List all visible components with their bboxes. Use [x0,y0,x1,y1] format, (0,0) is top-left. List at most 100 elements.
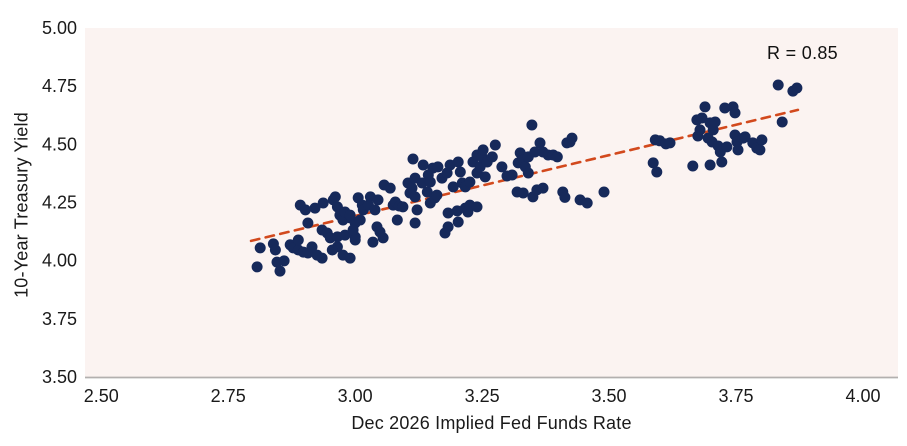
y-tick-label: 5.00 [42,18,77,38]
scatter-point [566,132,578,144]
scatter-point [529,146,541,158]
scatter-point [354,214,366,226]
scatter-point [269,244,281,256]
scatter-point [347,224,359,236]
scatter-point [479,171,491,183]
scatter-point [506,169,518,181]
scatter-point [739,131,751,143]
scatter-point [598,186,610,198]
x-tick-label: 2.50 [84,386,119,406]
scatter-point [647,157,659,169]
scatter-point [791,82,803,94]
scatter-point [471,201,483,213]
scatter-point [299,204,311,216]
x-tick-label: 4.00 [845,386,880,406]
scatter-point [517,187,529,199]
scatter-point [369,204,381,216]
scatter-point [397,201,409,213]
scatter-point [329,191,341,203]
scatter-point [372,194,384,206]
scatter-point [464,176,476,188]
scatter-point [699,101,711,113]
scatter-point [254,242,266,254]
scatter-point [537,182,549,194]
scatter-point [756,134,768,146]
scatter-point [309,202,321,214]
scatter-point [409,217,421,229]
scatter-point [384,182,396,194]
scatter-point [421,186,433,198]
scatter-point [406,182,418,194]
x-tick-label: 3.00 [338,386,373,406]
scatter-point [344,209,356,221]
scatter-point [339,229,351,241]
scatter-point [721,141,733,153]
x-tick-label: 3.25 [465,386,500,406]
scatter-point [411,204,423,216]
scatter-point [709,116,721,128]
scatter-point [317,197,329,209]
scatter-point [704,159,716,171]
plot-area [85,28,898,377]
scatter-point [452,216,464,228]
scatter-point [664,137,676,149]
scatter-point [729,107,741,119]
scatter-point [551,151,563,163]
scatter-point [522,167,534,179]
scatter-point [477,144,489,156]
scatter-point [416,177,428,189]
y-tick-label: 4.75 [42,76,77,96]
scatter-point [452,156,464,168]
y-tick-label: 4.25 [42,193,77,213]
scatter-point [306,241,318,253]
y-tick-label: 3.75 [42,309,77,329]
x-tick-label: 2.75 [211,386,246,406]
scatter-point [719,102,731,114]
scatter-point [687,160,699,172]
scatter-point [431,189,443,201]
scatter-point [407,153,419,165]
scatter-point [454,166,466,178]
scatter-point [278,255,290,267]
scatter-point [754,144,766,156]
scatter-point [424,176,436,188]
scatter-point [316,252,328,264]
x-tick-label: 3.75 [718,386,753,406]
scatter-point [526,119,538,131]
scatter-point [447,181,459,193]
y-axis-title: 10-Year Treasury Yield [11,112,32,298]
x-axis-title: Dec 2026 Implied Fed Funds Rate [351,413,632,433]
correlation-label: R = 0.85 [767,43,838,63]
scatter-point [391,214,403,226]
scatter-point [274,265,286,277]
scatter-point [374,226,386,238]
scatter-point [367,236,379,248]
scatter-point [486,151,498,163]
scatter-point [302,217,314,229]
scatter-point [417,159,429,171]
scatter-point [442,207,454,219]
scatter-point [432,161,444,173]
x-tick-label: 3.50 [592,386,627,406]
scatter-point [489,139,501,151]
scatter-point [581,197,593,209]
scatter-point [349,234,361,246]
scatter-point [326,244,338,256]
scatter-point [559,191,571,203]
scatter-point [292,234,304,246]
y-tick-label: 4.50 [42,134,77,154]
scatter-point [696,112,708,124]
scatter-point [409,191,421,203]
scatter-point [344,252,356,264]
y-tick-label: 4.00 [42,251,77,271]
scatter-point [496,161,508,173]
scatter-point [776,116,788,128]
scatter-point [694,124,706,136]
scatter-point [251,261,263,273]
scatter-point [716,156,728,168]
y-tick-label: 3.50 [42,367,77,387]
scatter-point [732,144,744,156]
scatter-point [442,221,454,233]
scatter-point [651,166,663,178]
